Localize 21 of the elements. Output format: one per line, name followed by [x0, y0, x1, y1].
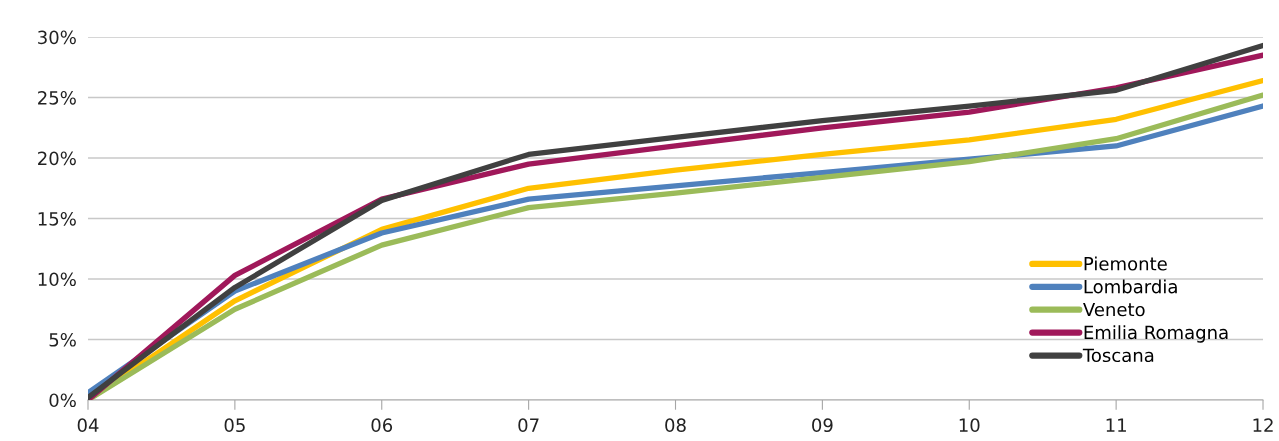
- y-tick-label: 5%: [49, 332, 76, 347]
- y-tick-label: 0%: [49, 393, 76, 408]
- y-tick-label: 25%: [38, 90, 76, 105]
- y-tick-label: 10%: [38, 272, 76, 287]
- x-tick-label: 12: [1253, 418, 1273, 432]
- legend-label: Lombardia: [1084, 279, 1177, 294]
- x-tick-label: 06: [371, 418, 393, 433]
- y-tick-label: 20%: [38, 151, 76, 166]
- x-tick-label: 08: [665, 418, 686, 433]
- legend-label: Toscana: [1082, 348, 1154, 363]
- x-tick-label: 09: [812, 418, 833, 433]
- x-tick-label: 07: [518, 418, 539, 433]
- legend-label: Emilia Romagna: [1084, 325, 1228, 343]
- x-tick-label: 11: [1106, 418, 1126, 432]
- legend-label: Piemonte: [1084, 256, 1167, 271]
- legend-label: Veneto: [1083, 302, 1145, 317]
- x-tick-label: 04: [77, 418, 99, 433]
- y-tick-label: 30%: [38, 30, 76, 45]
- y-tick-label: 15%: [38, 211, 76, 226]
- x-tick-label: 10: [959, 418, 980, 433]
- x-tick-label: 05: [224, 418, 245, 433]
